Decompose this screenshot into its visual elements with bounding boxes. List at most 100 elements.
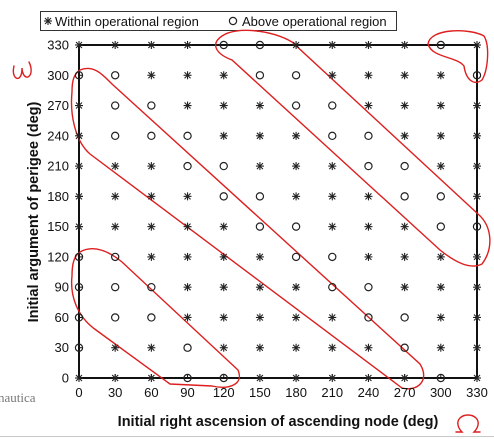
highlight-loop-top-right	[427, 30, 489, 84]
point-within-operational	[292, 192, 301, 201]
highlight-loops	[12, 29, 491, 433]
point-within-operational	[473, 162, 481, 171]
point-within-operational	[147, 41, 156, 49]
point-within-operational	[183, 222, 192, 231]
x-tick-label: 240	[358, 385, 380, 400]
point-above-operational	[255, 40, 265, 50]
legend-label-within: Within operational region	[55, 14, 199, 29]
point-within-operational	[436, 131, 445, 140]
point-within-operational	[400, 374, 409, 382]
point-within-operational	[183, 101, 192, 110]
point-within-operational	[219, 101, 228, 110]
point-within-operational	[219, 343, 228, 352]
point-within-operational	[183, 71, 192, 80]
point-within-operational	[75, 192, 83, 201]
point-within-operational	[219, 71, 228, 80]
point-within-operational	[255, 374, 264, 382]
y-tick-label: 90	[55, 280, 69, 295]
x-tick-label: 180	[285, 385, 307, 400]
point-above-operational	[74, 252, 84, 262]
point-within-operational	[219, 313, 228, 322]
point-above-operational	[400, 313, 409, 322]
point-within-operational	[364, 71, 373, 80]
legend-box	[40, 11, 397, 31]
point-above-operational	[472, 71, 482, 80]
point-above-operational	[436, 222, 446, 231]
bottom-rule	[0, 436, 494, 437]
point-within-operational	[147, 343, 156, 352]
point-above-operational	[255, 222, 265, 231]
point-within-operational	[255, 343, 264, 352]
highlight-omega-symbol	[12, 61, 32, 80]
point-within-operational	[75, 374, 83, 382]
data-points	[74, 40, 482, 383]
point-above-operational	[147, 282, 156, 292]
point-above-operational	[436, 373, 446, 383]
highlight-loop-main-diagonal	[70, 67, 425, 390]
point-within-operational	[364, 41, 373, 49]
x-tick-label: 0	[75, 385, 82, 400]
point-above-operational	[328, 101, 337, 110]
point-within-operational	[183, 313, 192, 322]
point-within-operational	[292, 131, 301, 140]
point-within-operational	[328, 192, 337, 201]
y-tick-label: 270	[47, 98, 69, 113]
point-within-operational	[364, 192, 373, 201]
point-above-operational	[436, 40, 446, 50]
point-within-operational	[364, 374, 373, 382]
point-within-operational	[436, 252, 445, 261]
point-within-operational	[328, 374, 337, 382]
point-within-operational	[111, 222, 120, 231]
y-tick-label: 60	[55, 310, 69, 325]
point-within-operational	[473, 41, 481, 49]
point-within-operational	[255, 283, 264, 292]
point-within-operational	[436, 313, 445, 322]
point-above-operational	[436, 192, 446, 201]
point-within-operational	[436, 101, 445, 110]
point-within-operational	[400, 101, 409, 110]
legend-asterisk-marker	[44, 17, 52, 25]
point-within-operational	[292, 283, 301, 292]
point-above-operational	[328, 131, 337, 141]
point-above-operational	[110, 252, 120, 262]
y-tick-label: 120	[47, 249, 69, 264]
y-tick-label: 150	[47, 219, 69, 234]
point-within-operational	[111, 192, 120, 201]
point-within-operational	[147, 162, 156, 171]
point-within-operational	[219, 131, 228, 140]
y-axis-label: Initial argument of perigee (deg)	[26, 101, 42, 322]
point-within-operational	[111, 162, 120, 171]
x-tick-label: 60	[144, 385, 158, 400]
point-within-operational	[292, 41, 301, 49]
point-above-operational	[110, 131, 120, 141]
point-within-operational	[255, 252, 264, 261]
y-tick-label: 300	[47, 68, 69, 83]
point-within-operational	[292, 374, 301, 382]
point-above-operational	[183, 161, 192, 171]
point-within-operational	[219, 283, 228, 292]
point-above-operational	[400, 161, 409, 171]
point-within-operational	[328, 222, 337, 231]
point-within-operational	[292, 343, 301, 352]
x-tick-label: 330	[466, 385, 488, 400]
point-within-operational	[473, 283, 481, 292]
point-above-operational	[400, 343, 409, 352]
highlight-loop-lower-left	[70, 248, 241, 388]
plot-area	[78, 44, 478, 379]
legend: Within operational region Above operatio…	[40, 11, 397, 31]
point-above-operational	[291, 252, 301, 262]
point-within-operational	[255, 313, 264, 322]
point-above-operational	[74, 282, 84, 292]
point-within-operational	[473, 374, 481, 382]
x-tick-label: 270	[394, 385, 416, 400]
point-within-operational	[473, 192, 481, 201]
point-within-operational	[111, 41, 120, 49]
point-within-operational	[255, 162, 264, 171]
axes: 0 30 60 90 120 150 180 210 240 270 300 330 0 30 60 90 12…	[47, 38, 488, 401]
point-within-operational	[111, 343, 120, 352]
point-within-operational	[364, 101, 373, 110]
point-above-operational	[74, 71, 84, 80]
point-within-operational	[400, 252, 409, 261]
point-above-operational	[328, 252, 337, 262]
